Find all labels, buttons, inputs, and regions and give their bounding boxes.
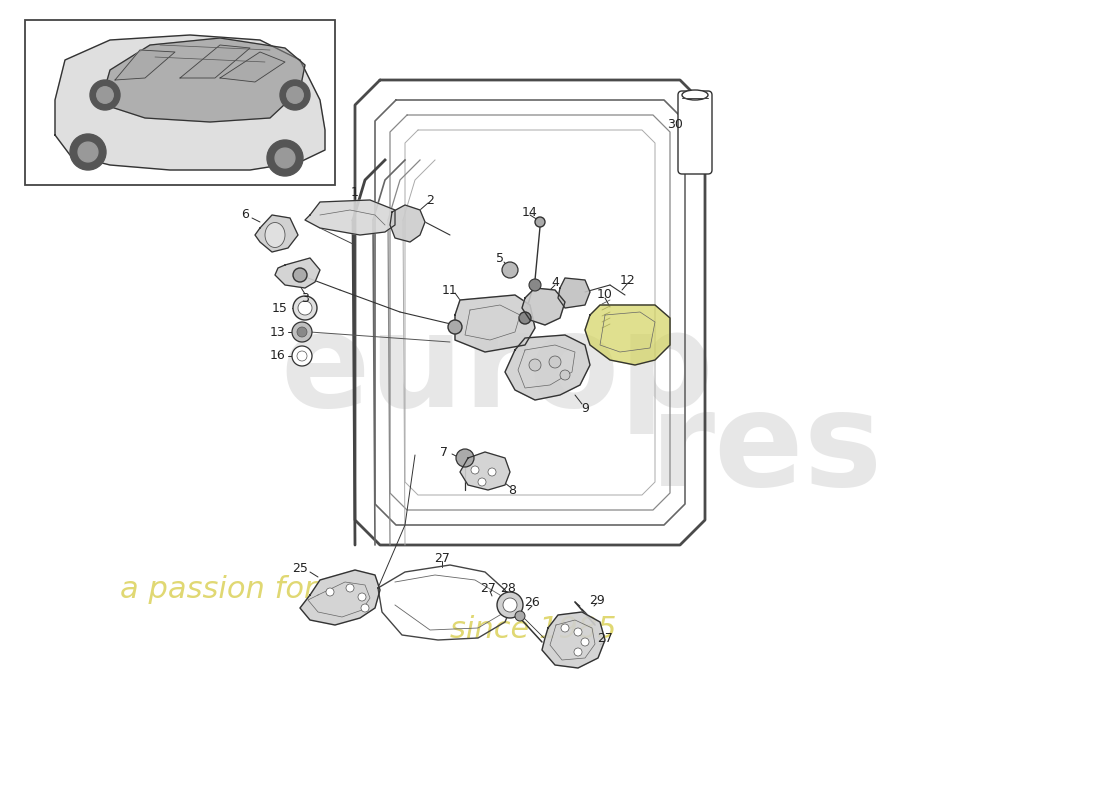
Circle shape	[471, 466, 478, 474]
Text: a passion for: a passion for	[120, 575, 317, 605]
Polygon shape	[585, 305, 670, 365]
Text: 11: 11	[442, 283, 458, 297]
Circle shape	[448, 320, 462, 334]
Circle shape	[574, 648, 582, 656]
Circle shape	[298, 301, 312, 315]
Circle shape	[478, 478, 486, 486]
Text: 9: 9	[581, 402, 589, 414]
Polygon shape	[55, 35, 324, 170]
Text: 28: 28	[500, 582, 516, 594]
Bar	[25, 20, 336, 185]
Circle shape	[292, 346, 312, 366]
Text: 6: 6	[241, 209, 249, 222]
Circle shape	[297, 351, 307, 361]
Ellipse shape	[682, 90, 708, 100]
Polygon shape	[390, 205, 425, 242]
Circle shape	[456, 449, 474, 467]
Text: 25: 25	[293, 562, 308, 574]
Circle shape	[280, 80, 310, 110]
Polygon shape	[116, 50, 175, 80]
Text: 7: 7	[440, 446, 448, 458]
Circle shape	[581, 638, 589, 646]
Circle shape	[561, 624, 569, 632]
Circle shape	[529, 279, 541, 291]
Circle shape	[503, 598, 517, 612]
Text: 3: 3	[301, 291, 309, 305]
Ellipse shape	[265, 222, 285, 247]
Circle shape	[292, 322, 312, 342]
Text: 27: 27	[480, 582, 496, 594]
Text: 4: 4	[551, 275, 559, 289]
Circle shape	[358, 593, 366, 601]
Circle shape	[70, 134, 106, 170]
Polygon shape	[180, 45, 250, 78]
Text: res: res	[650, 386, 883, 514]
Circle shape	[346, 584, 354, 592]
Polygon shape	[460, 452, 510, 490]
Circle shape	[293, 296, 317, 320]
Polygon shape	[522, 288, 565, 325]
Circle shape	[502, 262, 518, 278]
Text: 14: 14	[522, 206, 538, 218]
Text: 8: 8	[508, 483, 516, 497]
Circle shape	[519, 312, 531, 324]
Circle shape	[275, 148, 295, 168]
Polygon shape	[275, 258, 320, 288]
Text: since 1985: since 1985	[450, 615, 616, 645]
Polygon shape	[505, 335, 590, 400]
Text: 1: 1	[351, 186, 359, 199]
Circle shape	[97, 86, 113, 103]
Polygon shape	[100, 38, 305, 122]
Circle shape	[529, 359, 541, 371]
Circle shape	[549, 356, 561, 368]
Text: 27: 27	[434, 551, 450, 565]
Circle shape	[297, 327, 307, 337]
Text: 30: 30	[667, 118, 683, 131]
Polygon shape	[255, 215, 298, 252]
Circle shape	[287, 86, 304, 103]
Text: 26: 26	[524, 595, 540, 609]
Circle shape	[574, 628, 582, 636]
Circle shape	[267, 140, 303, 176]
Circle shape	[326, 588, 334, 596]
Polygon shape	[300, 570, 379, 625]
Text: 10: 10	[597, 289, 613, 302]
Polygon shape	[558, 278, 590, 308]
Text: 2: 2	[426, 194, 433, 206]
Circle shape	[560, 370, 570, 380]
Polygon shape	[542, 612, 605, 668]
Circle shape	[535, 217, 544, 227]
Text: 15: 15	[272, 302, 288, 314]
FancyBboxPatch shape	[678, 91, 712, 174]
Circle shape	[515, 611, 525, 621]
Circle shape	[361, 604, 368, 612]
Polygon shape	[305, 200, 395, 235]
Text: 5: 5	[496, 251, 504, 265]
Circle shape	[488, 468, 496, 476]
Text: europ: europ	[280, 306, 714, 434]
Text: 13: 13	[270, 326, 285, 338]
Polygon shape	[455, 295, 535, 352]
Circle shape	[78, 142, 98, 162]
Text: 16: 16	[270, 350, 285, 362]
Circle shape	[90, 80, 120, 110]
Text: 12: 12	[620, 274, 636, 286]
Text: 29: 29	[590, 594, 605, 606]
Circle shape	[497, 592, 522, 618]
Circle shape	[293, 268, 307, 282]
Text: 27: 27	[597, 631, 613, 645]
Polygon shape	[220, 52, 285, 82]
